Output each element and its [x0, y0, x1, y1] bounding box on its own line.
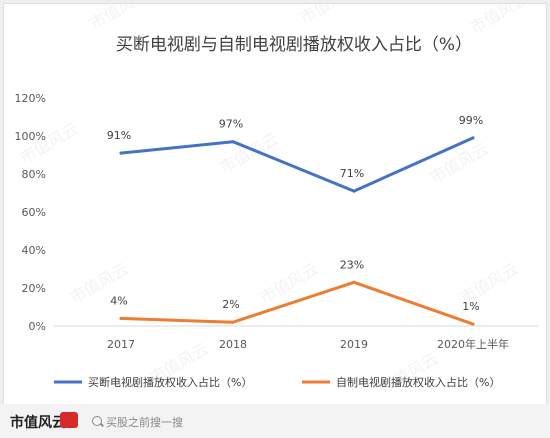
data-label: 23%: [340, 258, 364, 271]
legend-label: 自制电视剧播放权收入占比（%）: [336, 375, 500, 389]
watermark-text: 市值风云: [377, 349, 442, 397]
y-tick-label: 120%: [15, 92, 46, 105]
y-tick-label: 40%: [22, 244, 46, 257]
watermark-text: 市值风云: [297, 4, 362, 27]
watermark-text: 市值风云: [17, 119, 82, 167]
watermark-text: 市值风云: [257, 259, 322, 307]
series-line: [119, 136, 475, 193]
footer-bar: 市值风云 买股之前搜一搜: [0, 404, 550, 438]
data-point: [471, 136, 475, 140]
data-point: [231, 320, 235, 324]
watermark-text: 市值风云: [87, 4, 152, 33]
watermark-text: 市值风云: [467, 4, 532, 37]
chart-title: 买断电视剧与自制电视剧播放权收入占比（%）: [116, 35, 472, 55]
data-point: [352, 189, 356, 193]
data-label: 2%: [222, 298, 239, 311]
search-hint[interactable]: 买股之前搜一搜: [106, 416, 183, 429]
data-label: 71%: [340, 167, 364, 180]
data-point: [119, 316, 123, 320]
chart-card: 市值风云 市值风云 市值风云 市值风云 市值风云 市值风云 市值风云 市值风云 市值风云 市值风云…: [3, 0, 547, 405]
watermark-text: 市值风云: [217, 129, 282, 177]
data-point: [119, 151, 123, 155]
data-point: [231, 140, 235, 144]
footer-brand: 市值风云: [10, 415, 66, 431]
search-icon[interactable]: [92, 416, 102, 426]
y-tick-label: 80%: [22, 168, 46, 181]
series-layer: 91% 97% 71% 99% 4% 2% 23% 1%: [107, 114, 483, 326]
x-tick-label: 2018: [219, 338, 247, 351]
legend: 买断电视剧播放权收入占比（%） 自制电视剧播放权收入占比（%）: [54, 375, 500, 389]
series-line: [119, 280, 475, 326]
x-tick-label: 2020年上半年: [437, 337, 509, 351]
y-tick-label: 60%: [22, 206, 46, 219]
y-tick-label: 100%: [15, 130, 46, 143]
data-label: 91%: [107, 129, 131, 142]
watermark-text: 市值风云: [427, 139, 492, 187]
brand-logo-icon: [60, 412, 78, 428]
data-label: 1%: [462, 300, 479, 313]
y-tick-label: 20%: [22, 282, 46, 295]
data-label: 4%: [110, 294, 127, 307]
x-tick-label: 2019: [340, 338, 368, 351]
legend-label: 买断电视剧播放权收入占比（%）: [88, 375, 252, 389]
data-label: 97%: [219, 118, 243, 131]
data-point: [352, 280, 356, 284]
x-tick-label: 2017: [107, 338, 135, 351]
data-point: [471, 322, 475, 326]
y-tick-label: 0%: [29, 320, 46, 333]
y-axis: 0% 20% 40% 60% 80% 100% 120%: [15, 92, 46, 333]
data-label: 99%: [459, 114, 483, 127]
x-axis: 2017 2018 2019 2020年上半年: [107, 337, 509, 351]
